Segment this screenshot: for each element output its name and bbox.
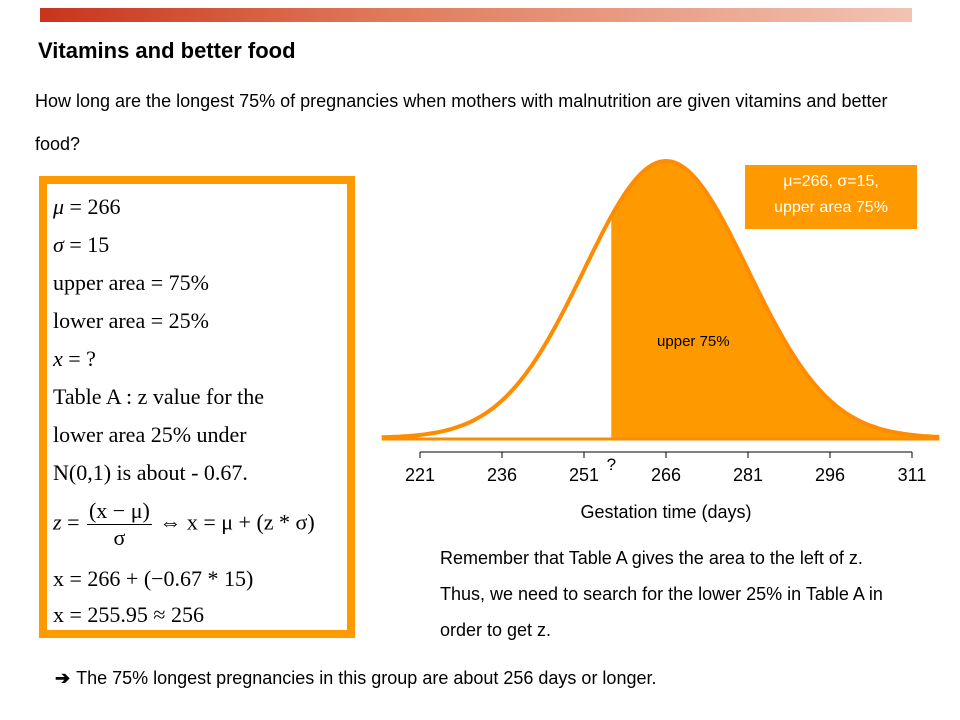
conclusion-text: The 75% longest pregnancies in this grou… — [76, 668, 657, 688]
eq-table-line3: N(0,1) is about - 0.67. — [53, 460, 248, 485]
x-value: = ? — [62, 346, 96, 371]
top-accent-bar — [40, 8, 912, 22]
sigma-symbol: σ — [53, 232, 64, 257]
x-tick-label-266: 266 — [651, 465, 681, 485]
z-symbol: z — [53, 509, 62, 535]
eq-table-line2: lower area 25% under — [53, 422, 247, 447]
mu-value: = 266 — [64, 194, 121, 219]
eq-calc1: x = 266 + (−0.67 * 15) — [53, 566, 254, 591]
parameter-legend: μ=266, σ=15, upper area 75% — [745, 165, 917, 229]
unknown-x-marker: ? — [607, 455, 616, 474]
x-symbol: x — [53, 346, 63, 371]
z-fraction: (x − μ) σ — [86, 498, 152, 551]
z-numerator: (x − μ) — [86, 498, 152, 525]
eq-calc2: x = 255.95 ≈ 256 — [53, 602, 204, 627]
eq-sd: σ = 15 — [53, 232, 109, 258]
eq-lower-area: lower area = 25% — [53, 308, 209, 333]
mu-symbol: μ — [53, 194, 65, 219]
x-tick-label-221: 221 — [405, 465, 435, 485]
normal-curve-chart: upper 75% 221 236 251 266 281 296 311? Gestation… — [381, 159, 940, 522]
x-tick-label-251: 251 — [569, 465, 599, 485]
slide-title: Vitamins and better food — [38, 38, 296, 63]
equation-box: μ = 266 σ = 15 upper area = 75% lower ar… — [39, 176, 355, 638]
remember-note: Remember that Table A gives the area to … — [440, 548, 883, 640]
eq-z-formula: z = (x − μ) σ ⇔ x = μ + (z * σ) — [53, 498, 315, 551]
x-axis-label: Gestation time (days) — [580, 502, 751, 522]
x-tick-label-296: 296 — [815, 465, 845, 485]
conclusion: ➔ The 75% longest pregnancies in this gro… — [55, 668, 656, 689]
z-solved: ⇔ x = μ + (z * σ) — [153, 509, 315, 535]
eq-mean: μ = 266 — [53, 194, 120, 220]
z-denominator: σ — [113, 525, 126, 550]
x-tick-label-311: 311 — [898, 465, 927, 485]
z-equals: = — [61, 509, 85, 535]
x-tick-label-281: 281 — [733, 465, 763, 485]
legend-line2: upper area 75% — [774, 199, 888, 216]
density-curve — [381, 159, 940, 440]
question-text: How long are the longest 75% of pregnanc… — [35, 91, 888, 154]
legend-line1: μ=266, σ=15, — [783, 173, 879, 190]
shaded-area-label: upper 75% — [657, 333, 730, 350]
x-tick-label-236: 236 — [487, 465, 517, 485]
equation-panel: μ = 266 σ = 15 upper area = 75% lower ar… — [47, 184, 347, 630]
shaded-upper-area — [611, 161, 940, 438]
eq-upper-area: upper area = 75% — [53, 270, 209, 295]
eq-x-unknown: x = ? — [53, 346, 96, 372]
sigma-value: = 15 — [63, 232, 110, 257]
arrow-icon: ➔ — [55, 668, 71, 688]
eq-table-line1: Table A : z value for the — [53, 384, 265, 409]
